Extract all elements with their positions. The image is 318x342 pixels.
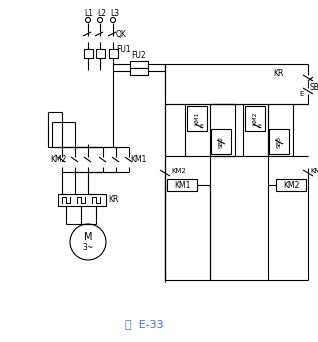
Circle shape [70, 224, 106, 260]
Text: L1: L1 [84, 9, 93, 17]
Text: E: E [257, 124, 261, 130]
Text: KR: KR [273, 68, 283, 78]
Bar [187, 106, 207, 131]
Circle shape [86, 17, 91, 23]
Text: QK: QK [116, 29, 127, 39]
Text: FU1: FU1 [116, 45, 131, 54]
Text: KM1: KM1 [130, 155, 146, 163]
Bar [167, 179, 197, 191]
Bar [58, 194, 106, 206]
Bar [245, 106, 265, 131]
Circle shape [98, 17, 102, 23]
Text: SB3: SB3 [276, 136, 281, 148]
Bar [276, 179, 306, 191]
Text: KM2: KM2 [252, 111, 258, 125]
Text: L3: L3 [110, 9, 119, 17]
Text: KM1: KM1 [310, 168, 318, 174]
Text: SB1: SB1 [310, 83, 318, 92]
Text: KR: KR [108, 196, 118, 205]
Text: SB2: SB2 [218, 136, 224, 148]
Bar [108, 49, 117, 58]
Text: KM2: KM2 [50, 155, 66, 163]
Bar [84, 49, 93, 58]
Bar [130, 61, 148, 67]
Text: KM2: KM2 [283, 181, 299, 189]
Bar [130, 67, 148, 75]
Bar [185, 104, 235, 156]
Text: KM1: KM1 [174, 181, 190, 189]
Bar [269, 129, 289, 154]
Text: KM1: KM1 [195, 111, 199, 125]
Circle shape [110, 17, 115, 23]
Text: E: E [199, 124, 203, 130]
Text: M: M [84, 232, 92, 242]
Bar [243, 104, 293, 156]
Text: 3~: 3~ [82, 242, 93, 251]
Text: E: E [299, 91, 303, 97]
Text: KM2: KM2 [171, 168, 186, 174]
Text: FU2: FU2 [131, 51, 146, 60]
Bar [95, 49, 105, 58]
Text: L2: L2 [97, 9, 106, 17]
Bar [211, 129, 231, 154]
Text: 图  E-33: 图 E-33 [125, 319, 164, 329]
